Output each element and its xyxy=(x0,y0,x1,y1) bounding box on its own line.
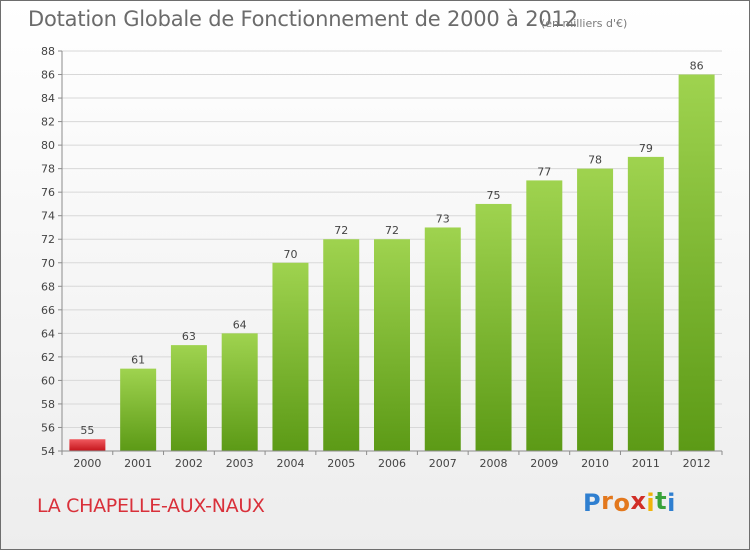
bar-value-label: 61 xyxy=(131,354,145,367)
x-tick-label: 2000 xyxy=(73,457,101,470)
x-tick-label: 2004 xyxy=(276,457,304,470)
logo-letter: x xyxy=(630,487,647,515)
x-tick-label: 2007 xyxy=(429,457,457,470)
x-tick-label: 2008 xyxy=(480,457,508,470)
bar-value-label: 72 xyxy=(334,224,348,237)
y-tick-label: 82 xyxy=(41,116,55,129)
y-tick-label: 70 xyxy=(41,257,55,270)
commune-name: LA CHAPELLE-AUX-NAUX xyxy=(37,495,265,517)
bar xyxy=(577,168,614,451)
bar-value-label: 64 xyxy=(233,318,247,331)
bar xyxy=(526,180,563,452)
y-tick-label: 88 xyxy=(41,45,55,58)
y-tick-label: 66 xyxy=(41,304,55,317)
bar xyxy=(475,203,512,451)
logo-letter: o xyxy=(613,489,631,517)
y-tick-label: 78 xyxy=(41,163,55,176)
chart-title: Dotation Globale de Fonctionnement de 20… xyxy=(28,7,578,31)
x-tick-label: 2006 xyxy=(378,457,406,470)
x-tick-label: 2003 xyxy=(226,457,254,470)
y-tick-label: 68 xyxy=(41,280,55,293)
bar-value-label: 77 xyxy=(537,165,551,178)
x-tick-label: 2010 xyxy=(581,457,609,470)
bar xyxy=(120,368,157,451)
y-tick-label: 86 xyxy=(41,69,55,82)
y-tick-label: 60 xyxy=(41,374,55,387)
bar xyxy=(272,262,309,451)
bar-value-label: 75 xyxy=(487,189,501,202)
y-tick-label: 76 xyxy=(41,186,55,199)
proxiti-logo: Proxiti xyxy=(583,487,676,517)
bar-value-label: 78 xyxy=(588,154,602,167)
y-tick-label: 54 xyxy=(41,445,55,458)
bar xyxy=(323,239,360,451)
bar-value-label: 79 xyxy=(639,142,653,155)
bar xyxy=(170,345,207,451)
bar-value-label: 72 xyxy=(385,224,399,237)
bar xyxy=(374,239,410,451)
bar xyxy=(221,333,258,451)
x-tick-label: 2001 xyxy=(124,457,152,470)
y-tick-label: 72 xyxy=(41,233,55,246)
y-tick-label: 56 xyxy=(41,421,55,434)
bar xyxy=(678,74,715,451)
bar-value-label: 55 xyxy=(80,424,94,437)
x-tick-label: 2005 xyxy=(327,457,355,470)
bar-value-label: 70 xyxy=(283,248,297,261)
logo-letter: i xyxy=(667,489,676,517)
bar-value-label: 73 xyxy=(436,212,450,225)
y-tick-label: 62 xyxy=(41,351,55,364)
chart-unit-label: (en milliers d'€) xyxy=(541,17,628,30)
bar xyxy=(69,439,106,451)
y-tick-label: 84 xyxy=(41,92,55,105)
logo-letter: t xyxy=(655,487,668,515)
logo-letter: P xyxy=(583,489,602,517)
logo-letter: i xyxy=(646,489,656,517)
x-tick-label: 2012 xyxy=(683,457,711,470)
bar-value-label: 86 xyxy=(690,60,704,73)
bar xyxy=(424,227,461,451)
bar xyxy=(627,156,664,451)
x-tick-label: 2011 xyxy=(632,457,660,470)
x-tick-label: 2002 xyxy=(175,457,203,470)
y-tick-label: 80 xyxy=(41,139,55,152)
y-tick-label: 74 xyxy=(41,210,55,223)
logo-letter: r xyxy=(601,487,614,515)
x-tick-label: 2009 xyxy=(530,457,558,470)
bar-value-label: 63 xyxy=(182,330,196,343)
y-tick-label: 58 xyxy=(41,398,55,411)
y-tick-label: 64 xyxy=(41,327,55,340)
